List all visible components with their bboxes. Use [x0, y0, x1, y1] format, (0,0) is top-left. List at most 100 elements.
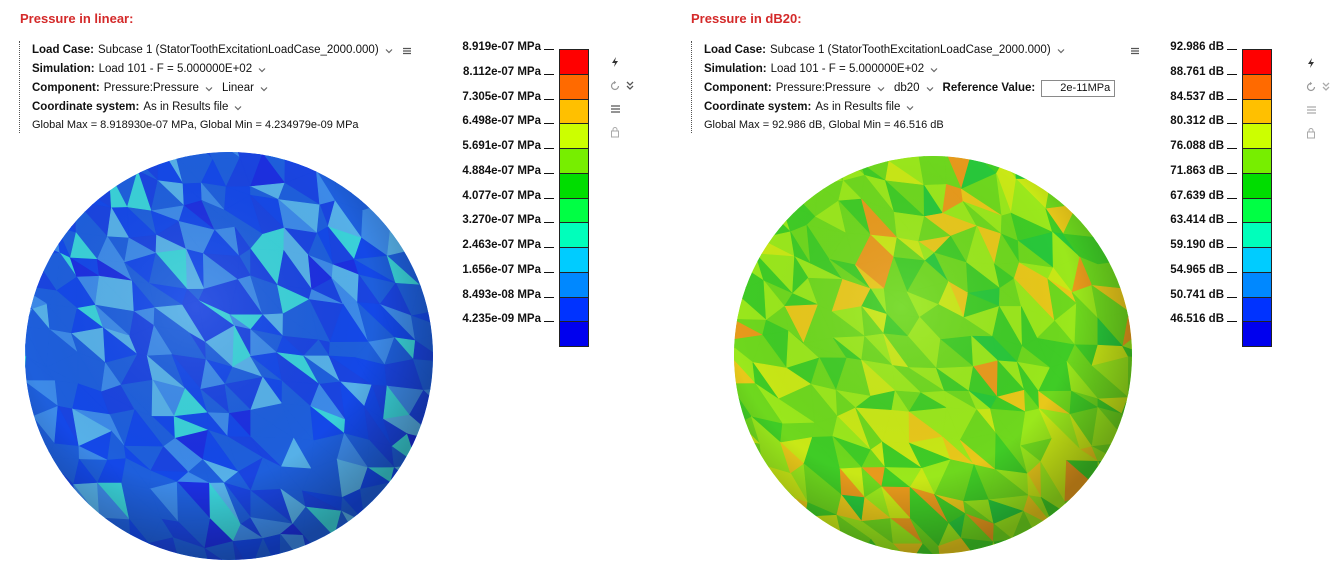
legend-tick: [1227, 271, 1237, 273]
lock-icon[interactable]: [1304, 126, 1318, 140]
contour-facet: [25, 402, 33, 448]
contour-facet: [74, 152, 102, 158]
chevron-down-icon[interactable]: [233, 103, 243, 113]
contour-facet: [379, 173, 410, 212]
reference-value-label: Reference Value:: [942, 82, 1036, 94]
chevron-down-icon[interactable]: [925, 84, 935, 94]
coordinate-system-label: Coordinate system:: [704, 101, 812, 113]
component-label: Component:: [704, 82, 772, 94]
contour-facet: [737, 198, 760, 240]
component-value: Pressure:Pressure: [103, 82, 199, 94]
legend-colorbar: 92.986 dB 88.761 dB 84.537 dB 80.312 dB 76.0…: [1110, 40, 1290, 347]
contour-facet: [734, 257, 735, 293]
contour-facet: [751, 156, 779, 158]
contour-facet: [1090, 526, 1127, 552]
menu-icon[interactable]: [1304, 103, 1318, 117]
legend-label: 63.414 dB: [1170, 214, 1224, 227]
contour-facet: [365, 152, 385, 160]
contour-facet: [734, 289, 735, 321]
chevron-down-icon[interactable]: [204, 84, 214, 94]
legend-label: 3.270e-07 MPa: [462, 214, 541, 227]
chevron-down-icon[interactable]: [259, 84, 269, 94]
chevron-down-icon[interactable]: [905, 103, 915, 113]
legend-color-swatch: [1242, 73, 1272, 100]
contour-facet: [735, 465, 760, 500]
menu-icon[interactable]: [402, 46, 412, 56]
lightning-icon[interactable]: [608, 55, 622, 69]
component-row[interactable]: Component: Pressure:Pressure db20 Refere…: [704, 79, 1140, 98]
contour-facet: [406, 202, 433, 231]
legend-color-swatch: [559, 98, 589, 125]
load-case-row[interactable]: Load Case: Subcase 1 (StatorToothExcitat…: [704, 41, 1140, 60]
contour-facet: [992, 538, 1014, 554]
global-minmax-text: Global Max = 92.986 dB, Global Min = 46.…: [704, 119, 944, 131]
lightning-icon[interactable]: [1304, 56, 1318, 70]
contour-facet: [47, 175, 77, 203]
scale-select[interactable]: db20: [893, 82, 920, 94]
chevron-down-icon[interactable]: [876, 84, 886, 94]
contour-facet: [975, 156, 1004, 162]
legend-color-swatch: [1242, 197, 1272, 224]
scale-select[interactable]: Linear: [221, 82, 254, 94]
contour-facet: [984, 156, 1027, 158]
chevron-down-icon[interactable]: [1056, 46, 1066, 56]
coordinate-system-row[interactable]: Coordinate system: As in Results file: [704, 98, 1140, 117]
coordinate-system-row[interactable]: Coordinate system: As in Results file: [32, 98, 412, 117]
chevron-down-icon[interactable]: [929, 65, 939, 75]
contour-facet: [734, 156, 742, 162]
contour-facet: [152, 152, 182, 157]
chevron-down-icon[interactable]: [257, 65, 267, 75]
expand-chevron-icon[interactable]: [623, 79, 637, 93]
legend-tick: [1227, 197, 1237, 199]
expand-chevron-icon[interactable]: [1319, 80, 1333, 94]
component-row[interactable]: Component: Pressure:Pressure Linear: [32, 79, 412, 98]
legend-color-swatch: [559, 247, 589, 273]
contour-facet: [1014, 156, 1053, 180]
reference-value-input[interactable]: 2e-11MPa: [1041, 80, 1116, 97]
legend-tick: [544, 222, 554, 224]
contour-facet: [734, 465, 744, 489]
simulation-row[interactable]: Simulation: Load 101 - F = 5.000000E+02: [704, 60, 1140, 79]
load-case-row[interactable]: Load Case: Subcase 1 (StatorToothExcitat…: [32, 41, 412, 60]
contour-facet: [25, 467, 34, 489]
reset-icon[interactable]: [1304, 80, 1318, 94]
contour-facet: [382, 548, 416, 560]
contour-facet: [777, 156, 815, 165]
contour-facet: [869, 156, 890, 162]
contour-facet: [25, 254, 34, 286]
contour-facet: [48, 152, 76, 184]
contour-facet: [25, 185, 28, 213]
contour-facet: [25, 469, 49, 489]
contour-facet: [26, 517, 54, 534]
contour-facet: [25, 429, 33, 471]
menu-icon[interactable]: [1130, 46, 1140, 56]
result-contour-sphere[interactable]: [25, 146, 445, 566]
legend-color-swatch: [1242, 98, 1272, 125]
result-contour-sphere[interactable]: [733, 150, 1153, 570]
contour-facet: [1049, 161, 1069, 189]
contour-facet: [1075, 518, 1099, 543]
contour-facet: [101, 146, 124, 150]
reset-icon[interactable]: [608, 79, 622, 93]
legend-tick: [544, 73, 554, 75]
contour-facet: [1120, 499, 1132, 529]
contour-facet: [936, 150, 976, 152]
simulation-row[interactable]: Simulation: Load 101 - F = 5.000000E+02: [32, 60, 412, 79]
contour-facet: [417, 464, 433, 490]
contour-facet: [417, 222, 433, 251]
contour-facet: [985, 156, 1016, 162]
contour-facet: [758, 498, 796, 518]
menu-icon[interactable]: [608, 102, 622, 116]
contour-facet: [765, 181, 783, 202]
lock-icon[interactable]: [608, 125, 622, 139]
contour-facet: [419, 508, 433, 549]
legend-color-swatch: [559, 321, 589, 347]
contour-facet: [411, 539, 433, 560]
contour-facet: [734, 179, 739, 213]
chevron-down-icon[interactable]: [384, 46, 394, 56]
contour-facet: [1097, 541, 1121, 554]
linear-result-panel: Pressure in linear: Load Case: Subcase 1…: [0, 0, 660, 576]
legend-tick: [544, 197, 554, 199]
contour-facet: [734, 393, 741, 424]
legend-tick: [1227, 73, 1237, 75]
